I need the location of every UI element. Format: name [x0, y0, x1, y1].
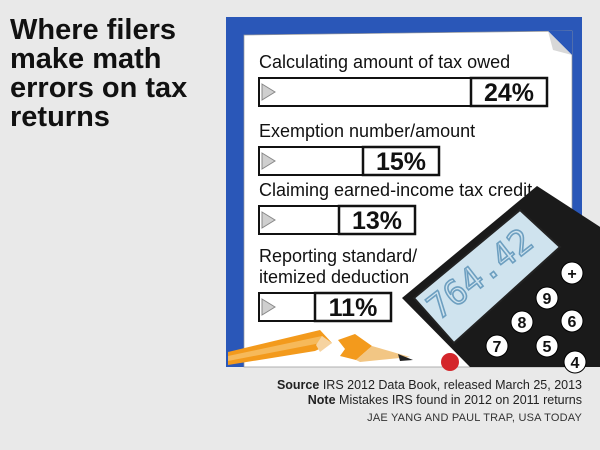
play-arrow-icon [261, 152, 276, 170]
calculator-key-label: 6 [568, 314, 577, 331]
calculator-key [535, 334, 559, 358]
category-label: Claiming earned-income tax credit [259, 180, 532, 200]
value-box [361, 145, 441, 177]
category-label: Exemption number/amount [259, 121, 475, 141]
pencil-icon [228, 330, 413, 365]
value-box [469, 76, 549, 108]
calculator-key-label: + [567, 266, 576, 283]
credit-line: JAE YANG AND PAUL TRAP, USA TODAY [367, 412, 582, 424]
calculator-key-label: 4 [571, 355, 580, 372]
category-label: Calculating amount of tax owed [259, 52, 510, 72]
calculator-key [510, 310, 534, 334]
calculator-red-key [441, 353, 459, 371]
calculator-key [560, 261, 584, 285]
play-arrow-icon [261, 83, 276, 101]
note-text: Mistakes IRS found in 2012 on 2011 retur… [339, 393, 582, 407]
paper-corner-curl [548, 31, 572, 55]
calculator-key [560, 309, 584, 333]
note-label: Note [307, 393, 336, 407]
bars-group: Calculating amount of tax owed 24% Exempti… [258, 52, 549, 323]
value-label: 11% [329, 294, 378, 322]
calculator-key-label: 8 [518, 315, 527, 332]
value-label: 13% [352, 207, 402, 235]
category-label: Reporting standard/itemized deduction [259, 246, 417, 287]
calculator-key-label: 9 [543, 291, 552, 308]
play-arrow-icon [261, 211, 276, 229]
play-arrow-icon [261, 298, 276, 316]
calculator-key-label: 5 [543, 339, 552, 356]
source-label: Source [276, 378, 320, 392]
calculator-keypad: +987 65 4 [441, 261, 587, 374]
value-label: 15% [376, 148, 426, 176]
source-text: IRS 2012 Data Book, released March 25, 2… [322, 378, 582, 392]
value-box [337, 204, 417, 236]
value-box [313, 291, 393, 323]
calculator-key-label: 7 [493, 339, 502, 356]
source-note: Source IRS 2012 Data Book, released Marc… [277, 378, 582, 408]
chart-title: Where filers make math errors on tax ret… [10, 14, 188, 133]
calculator-key [485, 334, 509, 358]
calculator-key [563, 350, 587, 374]
value-label: 24% [484, 79, 534, 107]
calculator-key [535, 286, 559, 310]
